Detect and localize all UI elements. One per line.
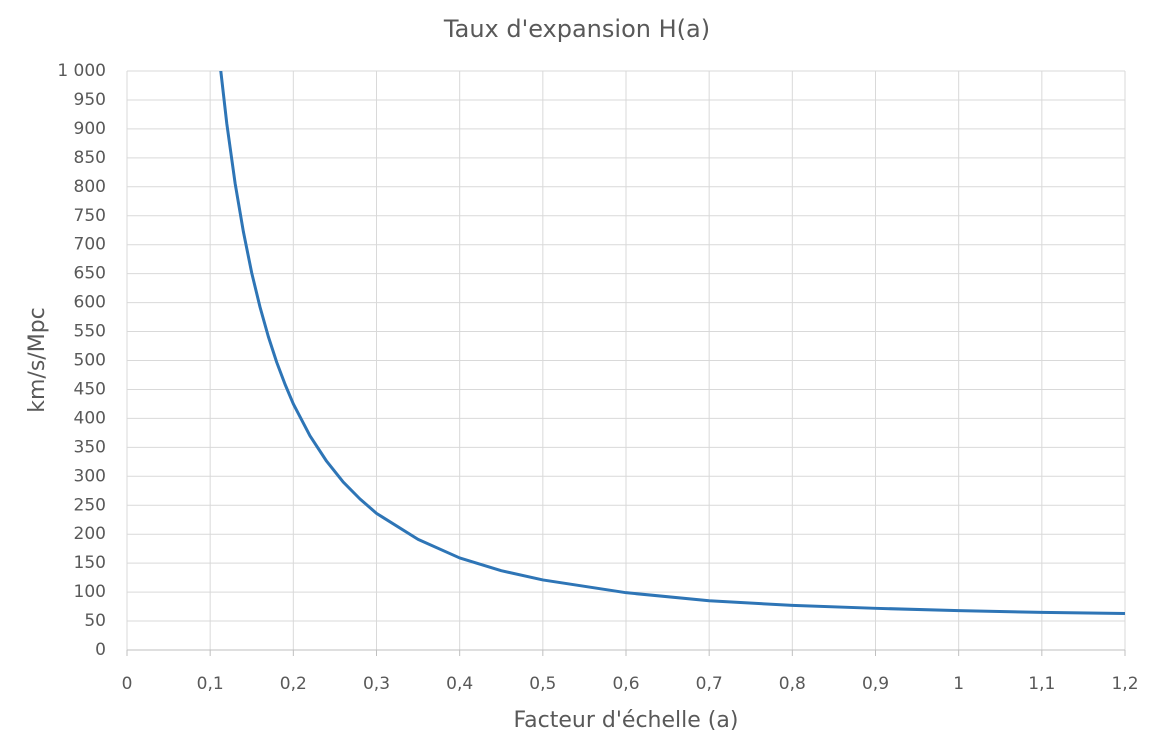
y-tick-label: 150 bbox=[74, 553, 106, 573]
y-tick-label: 300 bbox=[74, 466, 106, 486]
y-tick-label: 550 bbox=[74, 322, 106, 342]
x-tick-label: 1,1 bbox=[1028, 674, 1055, 694]
y-tick-label: 50 bbox=[84, 611, 106, 631]
x-tick-label: 0,7 bbox=[696, 674, 723, 694]
y-tick-label: 100 bbox=[74, 582, 106, 602]
y-tick-label: 250 bbox=[74, 495, 106, 515]
y-tick-label: 950 bbox=[74, 90, 106, 110]
x-axis-title: Facteur d'échelle (a) bbox=[514, 708, 739, 733]
y-tick-label: 650 bbox=[74, 264, 106, 284]
y-tick-label: 750 bbox=[74, 206, 106, 226]
grid bbox=[126, 70, 1126, 651]
y-tick-label: 1 000 bbox=[57, 61, 106, 81]
x-tick-label: 0,3 bbox=[363, 674, 390, 694]
y-tick-label: 400 bbox=[74, 408, 106, 428]
y-tick-label: 450 bbox=[74, 379, 106, 399]
x-tick-label: 0,5 bbox=[529, 674, 556, 694]
data-line bbox=[219, 71, 1125, 616]
y-tick-label: 200 bbox=[74, 524, 106, 544]
y-tick-label: 0 bbox=[95, 640, 106, 660]
y-tick-label: 500 bbox=[74, 351, 106, 371]
chart-title: Taux d'expansion H(a) bbox=[443, 15, 710, 43]
x-tick-label: 0,4 bbox=[446, 674, 473, 694]
x-tick-label: 1,2 bbox=[1111, 674, 1138, 694]
x-tick-label: 0,8 bbox=[779, 674, 806, 694]
y-axis-title: km/s/Mpc bbox=[25, 307, 50, 413]
x-tick-label: 0,1 bbox=[197, 674, 224, 694]
x-tick-label: 0,9 bbox=[862, 674, 889, 694]
y-tick-label: 800 bbox=[74, 177, 106, 197]
y-tick-label: 350 bbox=[74, 437, 106, 457]
x-tick-label: 1 bbox=[953, 674, 964, 694]
y-tick-label: 700 bbox=[74, 235, 106, 255]
y-tick-label: 850 bbox=[74, 148, 106, 168]
y-tick-label: 600 bbox=[74, 293, 106, 313]
x-tick-label: 0,6 bbox=[612, 674, 639, 694]
y-tick-label: 900 bbox=[74, 119, 106, 139]
x-tick-label: 0,2 bbox=[280, 674, 307, 694]
x-tick-label: 0 bbox=[122, 674, 133, 694]
